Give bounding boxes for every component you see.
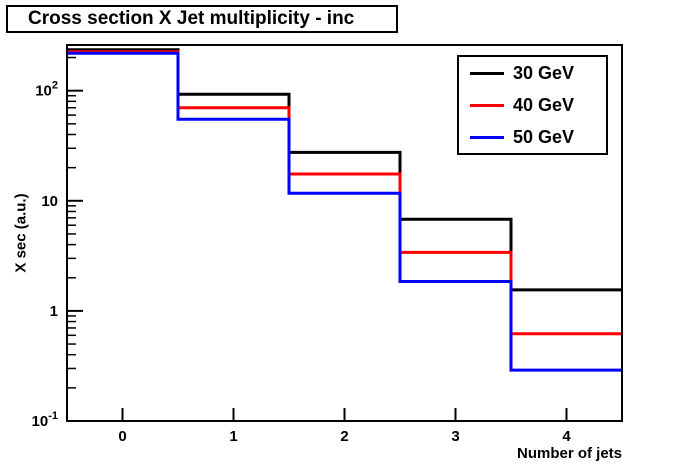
- svg-text:10-1: 10-1: [32, 410, 58, 430]
- svg-text:2: 2: [340, 428, 348, 445]
- legend-item-50gev: 50 GeV: [459, 121, 606, 153]
- legend-item-30gev: 30 GeV: [459, 57, 606, 89]
- legend-line-sample-40gev: [470, 103, 504, 107]
- plot-title: Cross section X Jet multiplicity - inc: [28, 8, 355, 29]
- legend-label-50gev: 50 GeV: [513, 126, 575, 147]
- svg-text:10: 10: [41, 193, 58, 210]
- svg-text:1: 1: [229, 428, 237, 445]
- legend-line-sample-30gev: [470, 71, 504, 75]
- legend-label-30gev: 30 GeV: [513, 62, 575, 83]
- svg-text:0: 0: [118, 428, 126, 445]
- x-axis-title: Number of jets: [516, 445, 622, 462]
- svg-text:3: 3: [451, 428, 459, 445]
- legend-label-40gev: 40 GeV: [513, 94, 575, 115]
- legend-item-40gev: 40 GeV: [459, 89, 606, 121]
- svg-text:1: 1: [50, 303, 58, 320]
- svg-text:102: 102: [35, 80, 58, 100]
- svg-text:4: 4: [562, 428, 571, 445]
- legend-box: 30 GeV 40 GeV 50 GeV: [457, 55, 608, 155]
- legend-line-sample-50gev: [470, 135, 504, 139]
- y-axis-title: X sec (a.u.): [12, 193, 30, 273]
- plot-title-box: Cross section X Jet multiplicity - inc: [6, 5, 398, 33]
